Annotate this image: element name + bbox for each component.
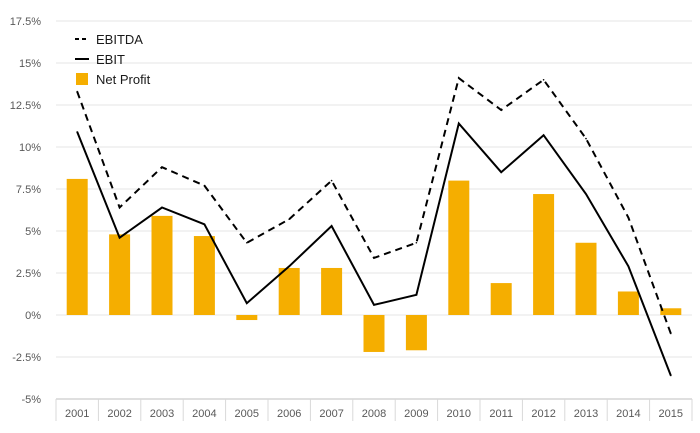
ebitda-point: [627, 216, 630, 219]
net-profit-bar: [617, 291, 639, 315]
x-tick-label: 2001: [65, 408, 89, 420]
y-tick-label: -2.5%: [12, 352, 41, 364]
y-tick-label: 12.5%: [10, 100, 41, 112]
ebit-point: [585, 193, 587, 195]
ebit-point: [500, 171, 503, 173]
x-axis: 2001 2002 2003 2004 2005 2006 2007 2008 2009 2010…: [55, 398, 693, 421]
y-tick-label: 0%: [25, 310, 41, 322]
ebit-point: [415, 294, 418, 296]
net-profit-bar: [490, 283, 512, 315]
ebitda-point: [161, 166, 163, 168]
net-profit-bar: [278, 267, 300, 315]
y-tick-label: 15%: [19, 58, 41, 70]
ebit-point: [288, 265, 291, 268]
ebitda-point: [585, 137, 587, 140]
legend: EBITDA EBIT Net Profit: [75, 32, 151, 87]
x-tick-label: 2007: [319, 408, 343, 420]
ebitda-point: [458, 77, 460, 79]
series-lines: [76, 76, 672, 377]
x-tick-label: 2015: [659, 408, 683, 420]
ebitda-point: [246, 241, 248, 244]
ebit-point: [161, 206, 163, 209]
ebitda-point: [203, 184, 206, 187]
x-tick-label: 2005: [235, 408, 259, 420]
net-profit-bar: [448, 180, 470, 315]
net-profit-bar: [321, 267, 343, 315]
ebitda-point: [373, 257, 375, 259]
x-tick-label: 2003: [150, 408, 174, 420]
y-tick-label: -5%: [21, 394, 41, 406]
net-profit-bars: [66, 178, 682, 352]
ebit-point: [330, 225, 333, 227]
x-tick-label: 2006: [277, 408, 301, 420]
ebit-point: [627, 265, 630, 268]
y-tick-label: 5%: [25, 226, 41, 238]
ebit-point: [458, 122, 460, 125]
ebit-point: [542, 134, 545, 137]
net-profit-bar: [575, 242, 597, 315]
y-axis-tick-labels: 17.5% 15% 12.5% 10% 7.5% 5% 2.5% 0% -2.5% -5%: [10, 16, 41, 406]
net-profit-bar: [193, 236, 215, 315]
net-profit-bar: [151, 215, 173, 315]
y-tick-label: 17.5%: [10, 16, 41, 28]
y-tick-label: 10%: [19, 142, 41, 154]
gridlines: [56, 20, 692, 358]
net-profit-bar: [236, 315, 258, 321]
legend-label-net-profit: Net Profit: [96, 72, 151, 87]
ebitda-point: [330, 179, 333, 182]
net-profit-bar: [66, 178, 88, 315]
x-tick-label: 2002: [107, 408, 131, 420]
y-tick-label: 2.5%: [16, 268, 41, 280]
net-profit-bar: [363, 315, 385, 352]
legend-swatch-net-profit: [76, 73, 88, 85]
ebit-point: [246, 302, 248, 305]
legend-label-ebitda: EBITDA: [96, 32, 143, 47]
ebitda-point: [500, 109, 503, 111]
legend-label-ebit: EBIT: [96, 52, 125, 67]
net-profit-bar: [533, 194, 555, 315]
ebitda-point: [415, 241, 418, 244]
ebitda-point: [288, 218, 291, 221]
x-tick-label: 2004: [192, 408, 216, 420]
ebit-point: [118, 236, 121, 239]
net-profit-bar: [405, 315, 427, 351]
ebit-point: [373, 304, 375, 306]
net-profit-bar: [660, 308, 682, 315]
ebitda-point: [670, 332, 672, 335]
ebitda-point: [76, 90, 78, 93]
x-tick-label: 2011: [489, 408, 513, 420]
x-tick-label: 2013: [574, 408, 598, 420]
y-tick-label: 7.5%: [16, 184, 41, 196]
x-tick-label: 2008: [362, 408, 386, 420]
ebitda-point: [542, 79, 545, 81]
x-tick-label: 2010: [447, 408, 471, 420]
ebit-point: [670, 374, 672, 377]
x-tick-label: 2014: [616, 408, 640, 420]
ebitda-point: [118, 206, 121, 209]
x-tick-label: 2012: [531, 408, 555, 420]
net-profit-bar: [109, 234, 131, 315]
x-tick-label: 2009: [404, 408, 428, 420]
ebit-point: [203, 223, 206, 226]
ebit-point: [76, 131, 78, 133]
